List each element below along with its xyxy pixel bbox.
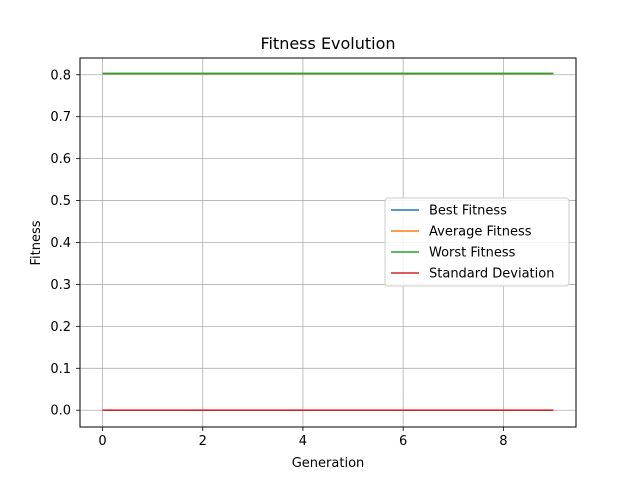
x-tick-label: 2 bbox=[199, 434, 207, 449]
y-tick-label: 0.4 bbox=[50, 236, 71, 251]
y-tick-label: 0.2 bbox=[50, 320, 71, 335]
legend-label: Standard Deviation bbox=[429, 267, 554, 282]
y-tick-label: 0.5 bbox=[50, 194, 71, 209]
legend: Best Fitness Average Fitness Worst Fitness… bbox=[384, 197, 570, 287]
x-tick-label: 6 bbox=[399, 434, 407, 449]
y-tick-label: 0.1 bbox=[50, 362, 71, 377]
axis-ticks: 0 2 4 6 8 0.0 0.1 0.2 0.3 0.4 0.5 0.6 0.7 0.8 bbox=[50, 68, 507, 449]
legend-label: Best Fitness bbox=[429, 204, 507, 219]
y-tick-label: 0.8 bbox=[50, 68, 71, 83]
legend-label: Worst Fitness bbox=[429, 246, 516, 261]
series-lines bbox=[102, 72, 554, 412]
x-tick-label: 8 bbox=[499, 434, 507, 449]
x-tick-label: 4 bbox=[299, 434, 307, 449]
y-tick-label: 0.3 bbox=[50, 278, 71, 293]
legend-label: Average Fitness bbox=[429, 225, 532, 240]
x-axis-label: Generation bbox=[292, 456, 365, 471]
y-tick-label: 0.0 bbox=[50, 404, 71, 419]
legend-box bbox=[384, 197, 570, 287]
y-axis-label: Fitness bbox=[29, 220, 44, 265]
y-tick-label: 0.7 bbox=[50, 110, 71, 125]
chart-title: Fitness Evolution bbox=[260, 34, 395, 53]
y-tick-label: 0.6 bbox=[50, 152, 71, 167]
x-tick-label: 0 bbox=[98, 434, 106, 449]
